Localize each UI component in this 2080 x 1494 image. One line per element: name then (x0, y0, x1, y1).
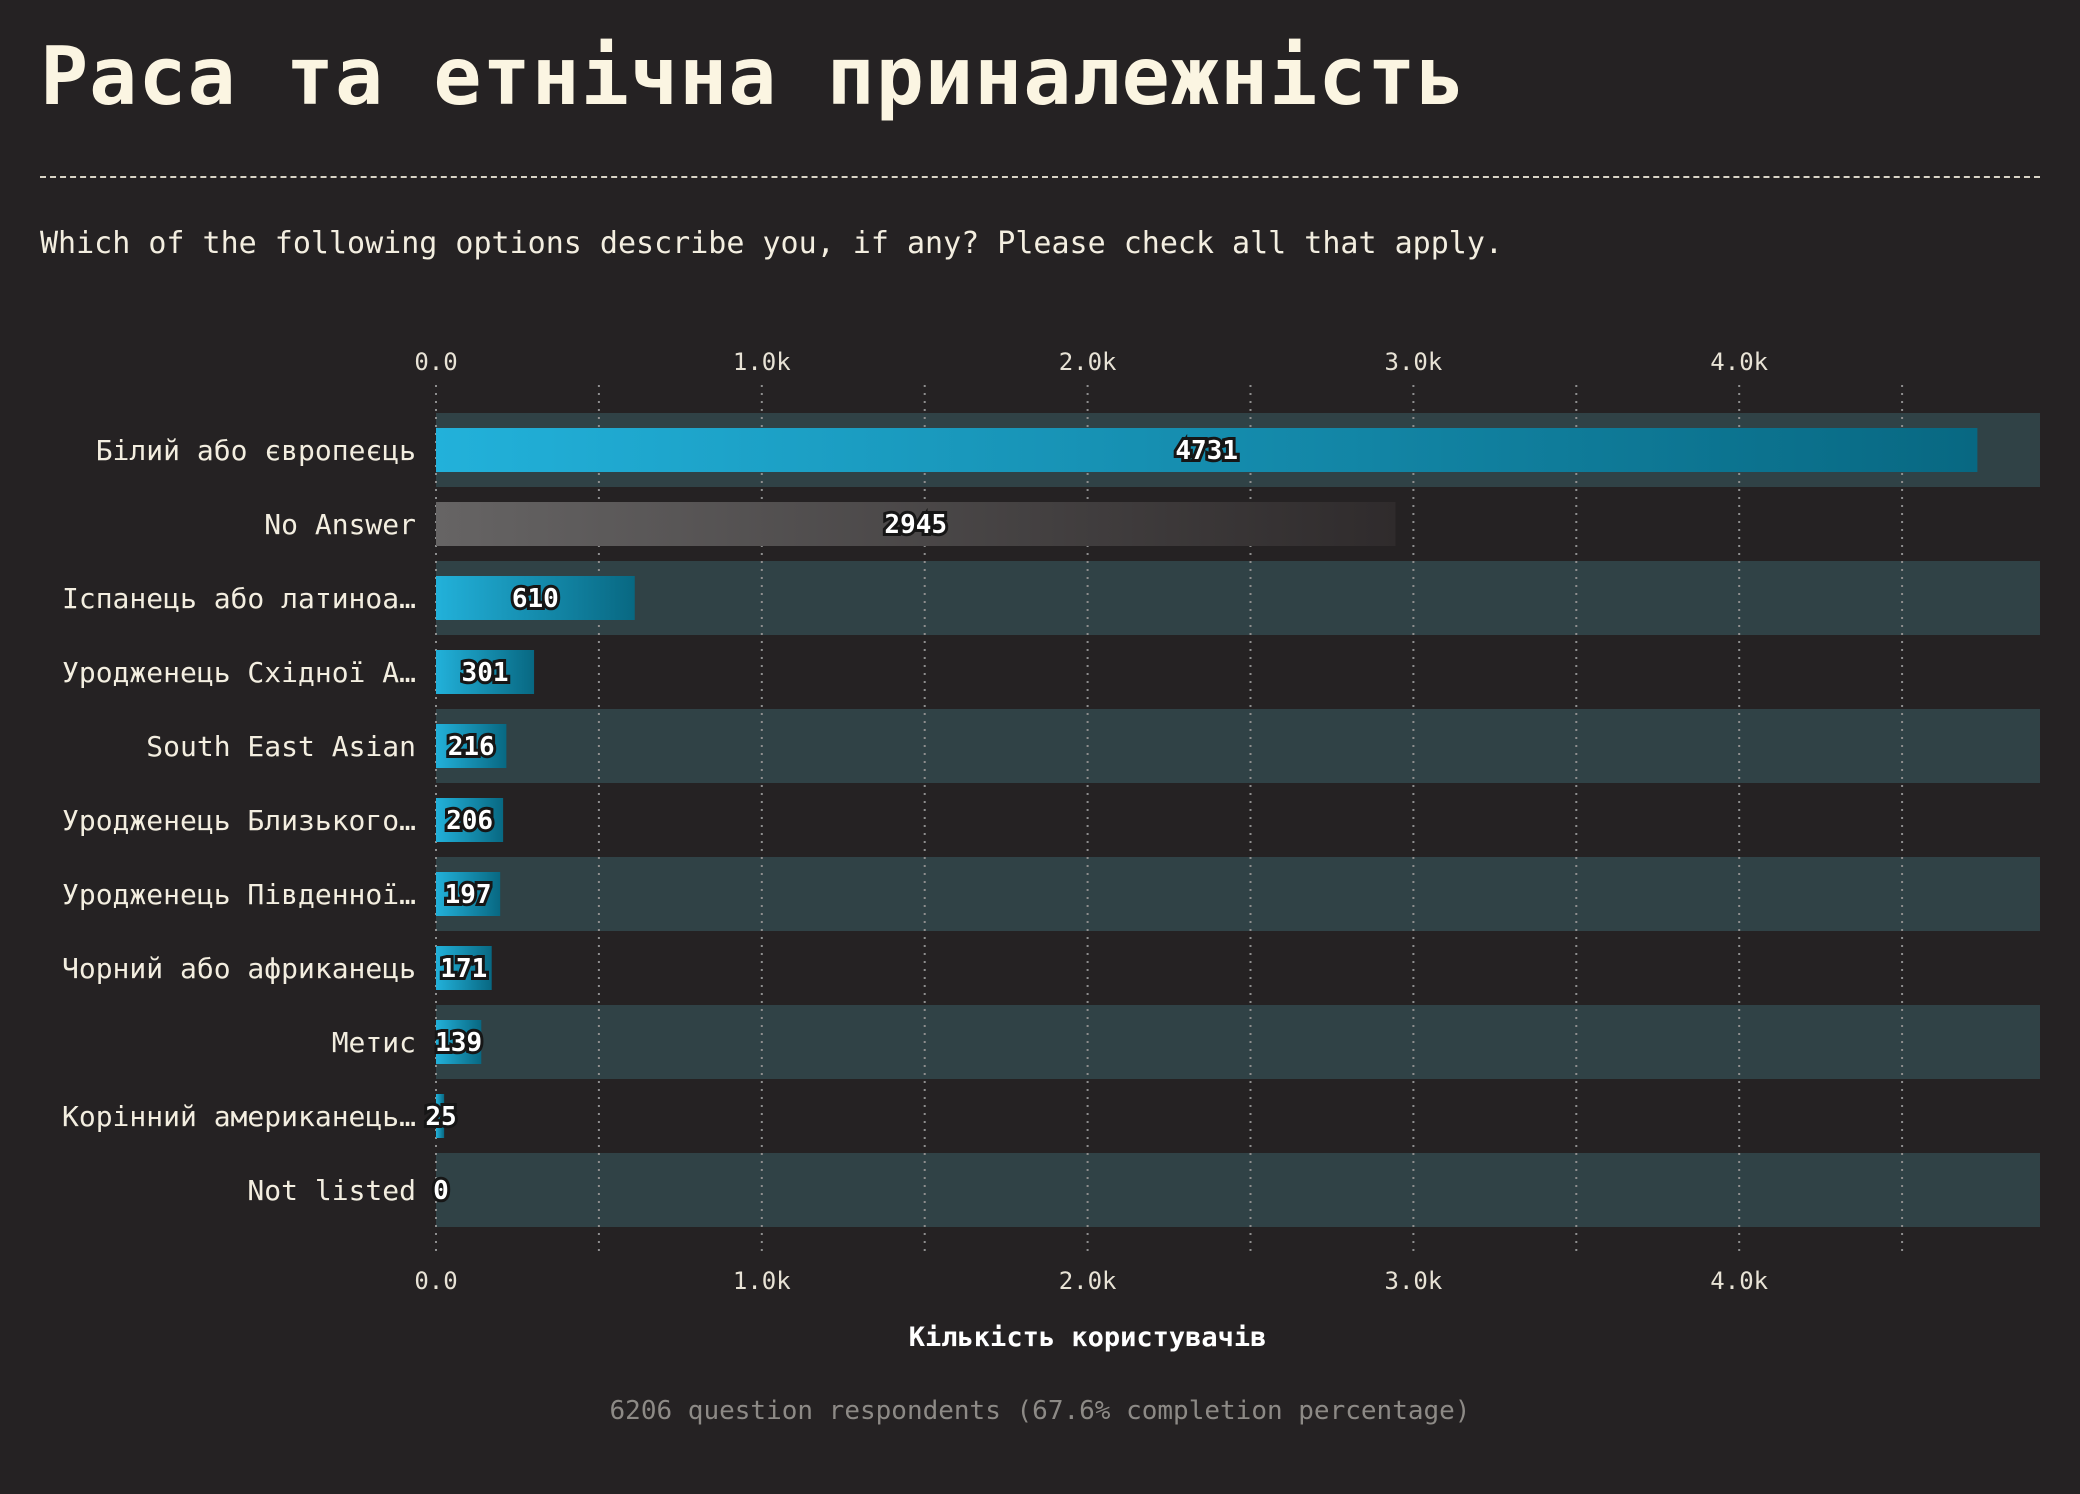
bar (436, 502, 1396, 546)
category-label: Корінний американець… (62, 1100, 416, 1133)
value-label: 216 (448, 732, 495, 762)
value-label: 139 (435, 1028, 482, 1058)
row-band (436, 1005, 2040, 1079)
value-label: 25 (425, 1102, 456, 1132)
category-label: Not listed (247, 1174, 416, 1207)
category-label: Метис (332, 1026, 416, 1059)
category-label: South East Asian (146, 730, 416, 763)
category-label: Уродженець Східної А… (62, 656, 416, 689)
row-band (436, 857, 2040, 931)
bar (436, 1094, 445, 1138)
category-label: Білий або європеєць (96, 434, 416, 467)
page-title: Раса та етнічна приналежність (40, 30, 1466, 123)
value-label: 301 (462, 658, 509, 688)
bar (436, 428, 1978, 472)
value-label: 0 (433, 1176, 449, 1206)
bar (436, 946, 492, 990)
x-tick-label-bottom: 0.0 (414, 1267, 457, 1295)
x-axis-label: Кількість користувачів (909, 1322, 1267, 1353)
bar (436, 872, 501, 916)
row-band (436, 709, 2040, 783)
bar (436, 576, 635, 620)
value-label: 610 (512, 584, 559, 614)
title-divider (40, 176, 2040, 178)
row-band (436, 1153, 2040, 1227)
x-tick-label-bottom: 4.0k (1710, 1267, 1768, 1295)
value-label: 2945 (884, 510, 947, 540)
category-label: Уродженець Близького… (62, 804, 416, 837)
category-label: Іспанець або латиноа… (62, 582, 416, 615)
x-tick-label-bottom: 2.0k (1059, 1267, 1117, 1295)
category-label: No Answer (264, 508, 416, 541)
row-band (436, 561, 2040, 635)
respondents-footer: 6206 question respondents (67.6% complet… (609, 1396, 1471, 1426)
bar-chart: 0.0 0.0 1.0k 1.0k 2.0k 2.0k 3.0k 3.0k 4.0k 4.0k Бі… (62, 348, 2040, 1353)
x-tick-label-top: 2.0k (1059, 348, 1117, 376)
x-tick-label-top: 0.0 (414, 348, 457, 376)
value-label: 171 (440, 954, 487, 984)
bar (436, 1020, 482, 1064)
bar (436, 798, 504, 842)
x-tick-label-top: 4.0k (1710, 348, 1768, 376)
bar (436, 650, 535, 694)
x-tick-label-bottom: 1.0k (733, 1267, 791, 1295)
value-label: 4731 (1175, 436, 1238, 466)
category-label: Уродженець Південної… (62, 878, 416, 911)
value-label: 206 (446, 806, 493, 836)
value-label: 197 (445, 880, 492, 910)
x-tick-label-bottom: 3.0k (1385, 1267, 1443, 1295)
bar (436, 724, 507, 768)
x-tick-label-top: 1.0k (733, 348, 791, 376)
x-tick-label-top: 3.0k (1385, 348, 1443, 376)
question-text: Which of the following options describe … (40, 226, 1503, 261)
category-label: Чорний або африканець (62, 952, 416, 985)
